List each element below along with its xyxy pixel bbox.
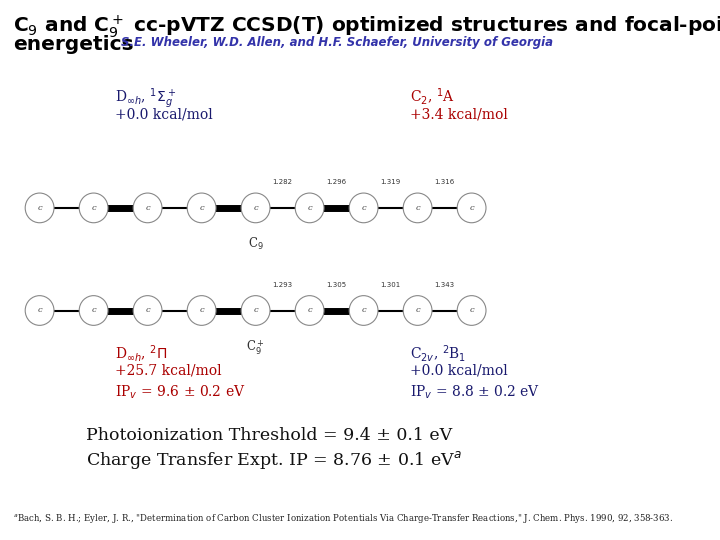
Text: C$_9^+$: C$_9^+$: [246, 339, 265, 357]
Text: C$_2$, $^1$A: C$_2$, $^1$A: [410, 86, 456, 107]
Ellipse shape: [25, 193, 54, 222]
Text: IP$_v$ = 8.8 ± 0.2 eV: IP$_v$ = 8.8 ± 0.2 eV: [410, 384, 541, 401]
Text: c: c: [253, 204, 258, 212]
Text: energetics: energetics: [13, 35, 134, 54]
Ellipse shape: [241, 295, 270, 325]
Text: 1.305: 1.305: [327, 282, 346, 288]
Ellipse shape: [403, 193, 432, 222]
Text: 1.316: 1.316: [434, 179, 455, 185]
Text: c: c: [415, 307, 420, 314]
Text: c: c: [91, 307, 96, 314]
Text: S.E. Wheeler, W.D. Allen, and H.F. Schaefer, University of Georgia: S.E. Wheeler, W.D. Allen, and H.F. Schae…: [121, 36, 553, 49]
Text: 1.296: 1.296: [327, 179, 346, 185]
Text: +25.7 kcal/mol: +25.7 kcal/mol: [115, 363, 222, 377]
Ellipse shape: [187, 193, 216, 222]
Text: c: c: [37, 307, 42, 314]
Text: c: c: [361, 204, 366, 212]
Ellipse shape: [79, 295, 108, 325]
Text: +3.4 kcal/mol: +3.4 kcal/mol: [410, 108, 508, 122]
Text: c: c: [469, 204, 474, 212]
Ellipse shape: [133, 193, 162, 222]
Text: C$_{2v}$, $^2$B$_1$: C$_{2v}$, $^2$B$_1$: [410, 343, 467, 364]
Text: c: c: [415, 204, 420, 212]
Text: c: c: [145, 307, 150, 314]
Text: Charge Transfer Expt. IP = 8.76 ± 0.1 eV$^a$: Charge Transfer Expt. IP = 8.76 ± 0.1 eV…: [86, 449, 462, 471]
Text: c: c: [37, 204, 42, 212]
Ellipse shape: [133, 295, 162, 325]
Text: +0.0 kcal/mol: +0.0 kcal/mol: [115, 108, 213, 122]
Text: IP$_v$ = 9.6 ± 0.2 eV: IP$_v$ = 9.6 ± 0.2 eV: [115, 384, 246, 401]
Ellipse shape: [349, 295, 378, 325]
Text: c: c: [145, 204, 150, 212]
Text: c: c: [199, 204, 204, 212]
Text: 1.293: 1.293: [273, 282, 292, 288]
Text: c: c: [361, 307, 366, 314]
Text: c: c: [253, 307, 258, 314]
Text: 1.319: 1.319: [380, 179, 401, 185]
Text: c: c: [91, 204, 96, 212]
Text: c: c: [307, 307, 312, 314]
Ellipse shape: [295, 193, 324, 222]
Text: +0.0 kcal/mol: +0.0 kcal/mol: [410, 363, 508, 377]
Text: 1.343: 1.343: [435, 282, 454, 288]
Ellipse shape: [25, 295, 54, 325]
Text: C$_9$: C$_9$: [248, 236, 264, 252]
Ellipse shape: [403, 295, 432, 325]
Text: 1.282: 1.282: [273, 179, 292, 185]
Ellipse shape: [457, 193, 486, 222]
Ellipse shape: [295, 295, 324, 325]
Text: D$_{\infty h}$, $^2\Pi$: D$_{\infty h}$, $^2\Pi$: [115, 343, 168, 364]
Text: c: c: [199, 307, 204, 314]
Text: $^a$Bach, S. B. H.; Eyler, J. R., "Determination of Carbon Cluster Ionization Po: $^a$Bach, S. B. H.; Eyler, J. R., "Deter…: [13, 512, 673, 525]
Text: 1.301: 1.301: [380, 282, 401, 288]
Ellipse shape: [457, 295, 486, 325]
Ellipse shape: [187, 295, 216, 325]
Text: C$_9$ and C$_9^+$ cc-pVTZ CCSD(T) optimized structures and focal-point: C$_9$ and C$_9^+$ cc-pVTZ CCSD(T) optimi…: [13, 14, 720, 40]
Text: D$_{\infty h}$, $^1\Sigma_g^+$: D$_{\infty h}$, $^1\Sigma_g^+$: [115, 86, 176, 111]
Ellipse shape: [241, 193, 270, 222]
Ellipse shape: [349, 193, 378, 222]
Text: c: c: [307, 204, 312, 212]
Text: Photoionization Threshold = 9.4 ± 0.1 eV: Photoionization Threshold = 9.4 ± 0.1 eV: [86, 427, 453, 443]
Ellipse shape: [79, 193, 108, 222]
Text: c: c: [469, 307, 474, 314]
